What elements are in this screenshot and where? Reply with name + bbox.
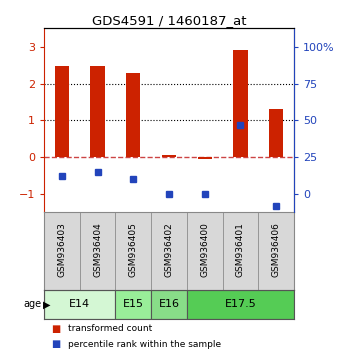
- Bar: [162, 155, 176, 157]
- Text: E16: E16: [159, 299, 179, 309]
- Text: transformed count: transformed count: [68, 324, 152, 333]
- Text: GSM936405: GSM936405: [129, 222, 138, 277]
- Bar: [115, 212, 151, 290]
- Text: ▶: ▶: [43, 299, 51, 309]
- Bar: [55, 66, 69, 157]
- Bar: [258, 212, 294, 290]
- Bar: [269, 109, 283, 157]
- Text: ■: ■: [51, 324, 60, 333]
- Bar: [44, 290, 115, 319]
- Text: GSM936406: GSM936406: [272, 222, 281, 277]
- Text: E15: E15: [123, 299, 144, 309]
- Title: GDS4591 / 1460187_at: GDS4591 / 1460187_at: [92, 14, 246, 27]
- Bar: [44, 212, 80, 290]
- Bar: [198, 157, 212, 159]
- Text: GSM936404: GSM936404: [93, 222, 102, 277]
- Bar: [126, 73, 140, 157]
- Text: GSM936402: GSM936402: [165, 222, 173, 277]
- Bar: [151, 290, 187, 319]
- Text: GSM936401: GSM936401: [236, 222, 245, 277]
- Text: ■: ■: [51, 339, 60, 349]
- Bar: [151, 212, 187, 290]
- Text: E17.5: E17.5: [224, 299, 256, 309]
- Text: age: age: [23, 299, 41, 309]
- Bar: [80, 212, 115, 290]
- Text: percentile rank within the sample: percentile rank within the sample: [68, 339, 221, 349]
- Bar: [115, 290, 151, 319]
- Text: GSM936400: GSM936400: [200, 222, 209, 277]
- Text: GSM936403: GSM936403: [57, 222, 66, 277]
- Text: E14: E14: [69, 299, 90, 309]
- Bar: [233, 50, 248, 157]
- Bar: [187, 212, 223, 290]
- Bar: [90, 66, 105, 157]
- Bar: [187, 290, 294, 319]
- Bar: [223, 212, 258, 290]
